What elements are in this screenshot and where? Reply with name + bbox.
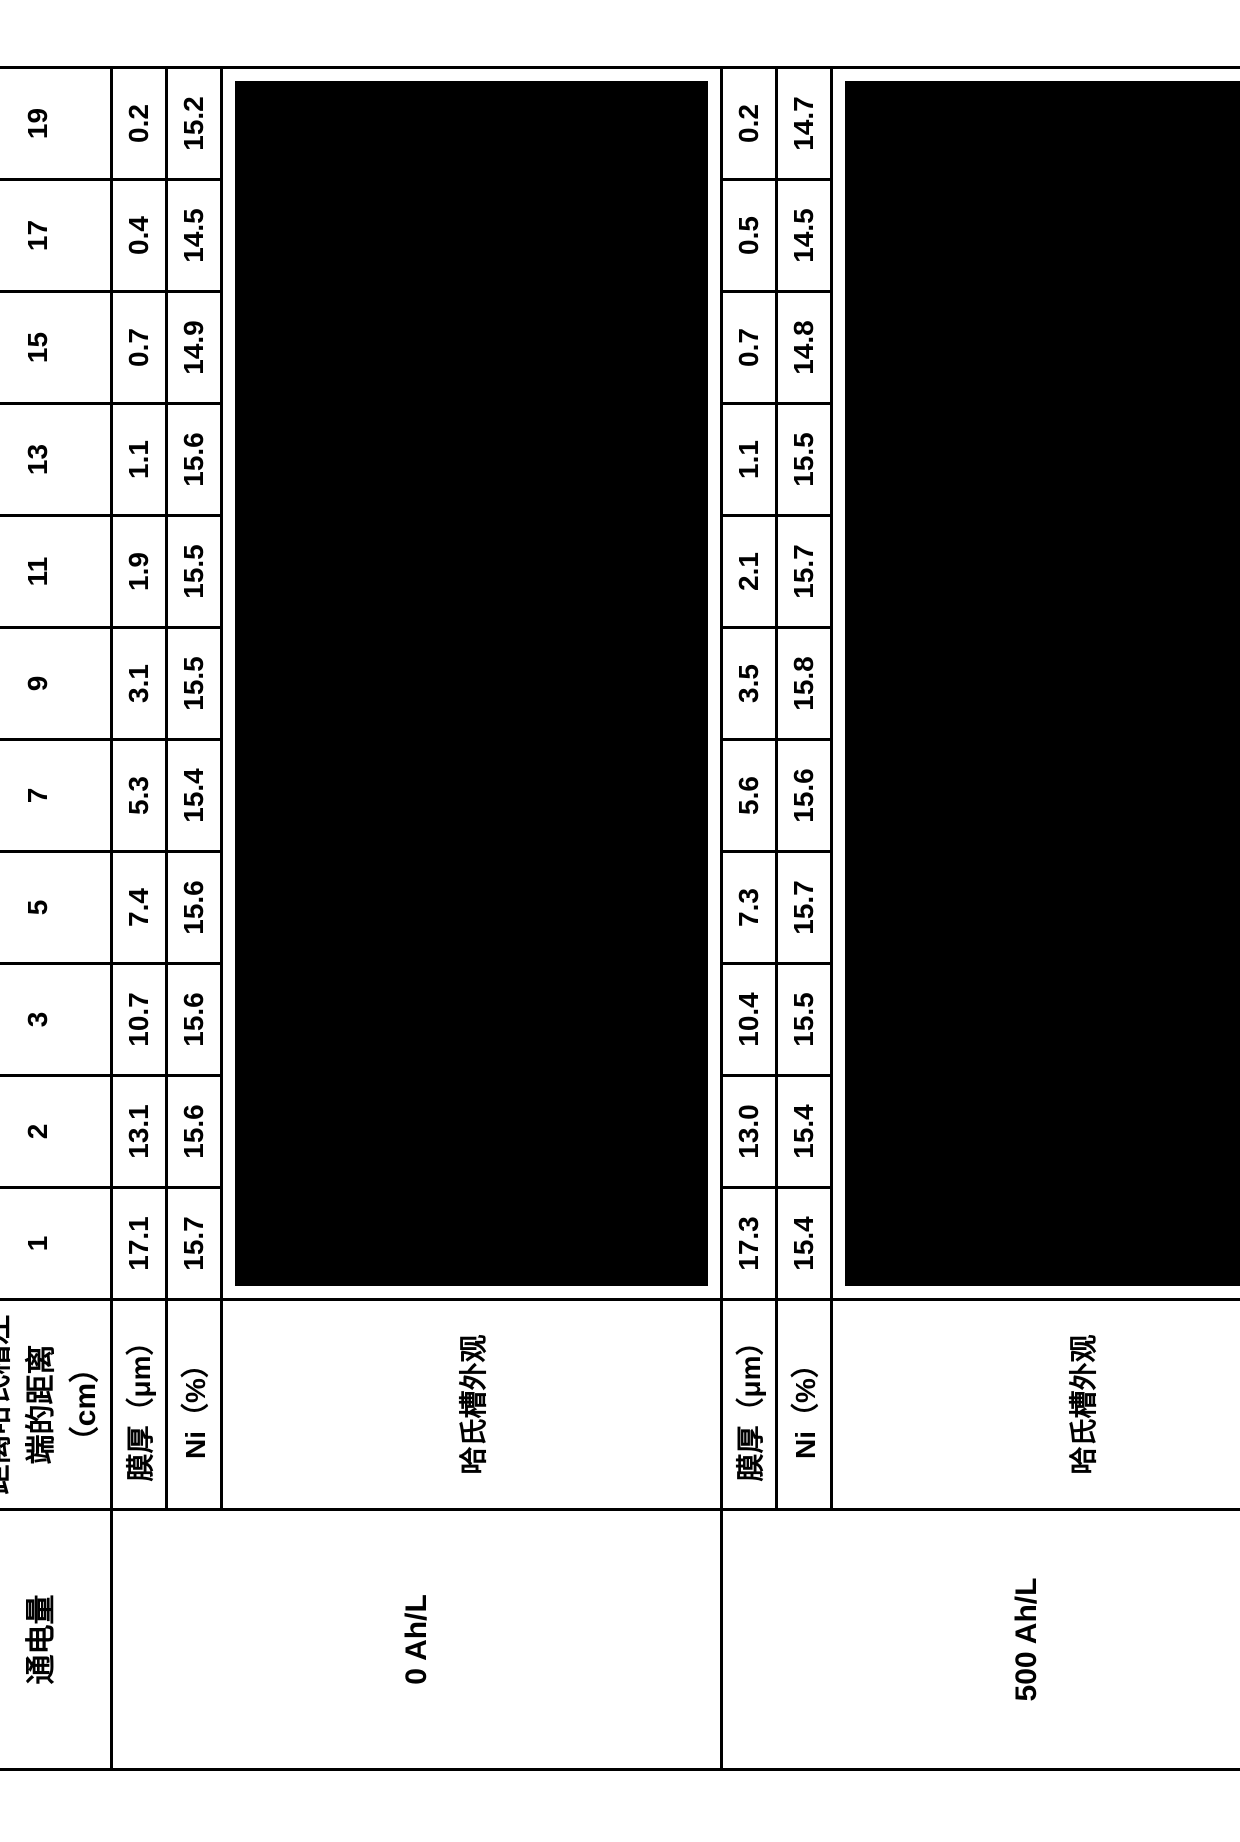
s1-thick-cell: 10.7 (112, 964, 167, 1076)
s2-ni-cell: 14.8 (777, 292, 832, 404)
s1-thick-cell: 5.3 (112, 740, 167, 852)
dist-col: 13 (0, 404, 112, 516)
s1-thickness-row: 0 Ah/L 膜厚（μm） 17.1 13.1 10.7 7.4 5.3 3.1… (112, 68, 167, 1770)
appearance-label: 哈氏槽外观 (222, 1300, 722, 1510)
charge-header: 通电量 (0, 1510, 112, 1770)
ni-label: Ni（%） (777, 1300, 832, 1510)
s2-thick-cell: 10.4 (722, 964, 777, 1076)
s2-thick-cell: 5.6 (722, 740, 777, 852)
s1-thick-cell: 3.1 (112, 628, 167, 740)
page-content: 实施例1 通电量 距离哈氏槽左端的距离（cm） 1 2 3 5 7 9 11 1… (0, 71, 1240, 1771)
s1-thick-cell: 13.1 (112, 1076, 167, 1188)
s2-thick-cell: 1.1 (722, 404, 777, 516)
s2-ni-cell: 14.5 (777, 180, 832, 292)
s2-ni-cell: 14.7 (777, 68, 832, 180)
s1-thick-cell: 17.1 (112, 1188, 167, 1300)
s1-thick-cell: 0.7 (112, 292, 167, 404)
s2-ni-cell: 15.4 (777, 1188, 832, 1300)
s2-ni-cell: 15.4 (777, 1076, 832, 1188)
s1-charge: 0 Ah/L (112, 1510, 722, 1770)
header-row: 通电量 距离哈氏槽左端的距离（cm） 1 2 3 5 7 9 11 13 15 … (0, 68, 112, 1770)
s1-thick-cell: 7.4 (112, 852, 167, 964)
s2-thick-cell: 2.1 (722, 516, 777, 628)
s1-ni-cell: 14.5 (167, 180, 222, 292)
appearance-image (845, 81, 1240, 1286)
s2-ni-cell: 15.8 (777, 628, 832, 740)
ni-label: Ni（%） (167, 1300, 222, 1510)
dist-col: 15 (0, 292, 112, 404)
data-table: 通电量 距离哈氏槽左端的距离（cm） 1 2 3 5 7 9 11 13 15 … (0, 66, 1240, 1771)
s1-ni-cell: 15.6 (167, 1076, 222, 1188)
s1-thick-cell: 0.4 (112, 180, 167, 292)
dist-col: 5 (0, 852, 112, 964)
s1-ni-cell: 14.9 (167, 292, 222, 404)
dist-col: 17 (0, 180, 112, 292)
s2-appearance-cell (832, 68, 1240, 1300)
dist-col: 19 (0, 68, 112, 180)
s1-thick-cell: 0.2 (112, 68, 167, 180)
s1-ni-cell: 15.5 (167, 628, 222, 740)
s2-thick-cell: 7.3 (722, 852, 777, 964)
s2-thick-cell: 0.5 (722, 180, 777, 292)
dist-col: 7 (0, 740, 112, 852)
s2-thick-cell: 0.2 (722, 68, 777, 180)
s2-ni-cell: 15.5 (777, 964, 832, 1076)
s2-ni-cell: 15.6 (777, 740, 832, 852)
s1-ni-cell: 15.6 (167, 404, 222, 516)
s2-ni-cell: 15.5 (777, 404, 832, 516)
dist-col: 2 (0, 1076, 112, 1188)
thickness-label: 膜厚（μm） (722, 1300, 777, 1510)
s1-ni-cell: 15.4 (167, 740, 222, 852)
s1-ni-cell: 15.5 (167, 516, 222, 628)
s2-thick-cell: 13.0 (722, 1076, 777, 1188)
s1-thick-cell: 1.1 (112, 404, 167, 516)
s2-ni-cell: 15.7 (777, 516, 832, 628)
s2-ni-cell: 15.7 (777, 852, 832, 964)
s1-appearance-cell (222, 68, 722, 1300)
dist-col: 11 (0, 516, 112, 628)
s1-ni-cell: 15.7 (167, 1188, 222, 1300)
dist-col: 3 (0, 964, 112, 1076)
s1-ni-cell: 15.6 (167, 964, 222, 1076)
appearance-image (235, 81, 708, 1286)
s2-thickness-row: 500 Ah/L 膜厚（μm） 17.3 13.0 10.4 7.3 5.6 3… (722, 68, 777, 1770)
dist-col: 9 (0, 628, 112, 740)
s2-charge: 500 Ah/L (722, 1510, 1240, 1770)
distance-header: 距离哈氏槽左端的距离（cm） (0, 1300, 112, 1510)
s1-thick-cell: 1.9 (112, 516, 167, 628)
appearance-label: 哈氏槽外观 (832, 1300, 1240, 1510)
s1-ni-cell: 15.2 (167, 68, 222, 180)
dist-col: 1 (0, 1188, 112, 1300)
s1-ni-cell: 15.6 (167, 852, 222, 964)
s2-thick-cell: 17.3 (722, 1188, 777, 1300)
s2-thick-cell: 0.7 (722, 292, 777, 404)
thickness-label: 膜厚（μm） (112, 1300, 167, 1510)
s2-thick-cell: 3.5 (722, 628, 777, 740)
